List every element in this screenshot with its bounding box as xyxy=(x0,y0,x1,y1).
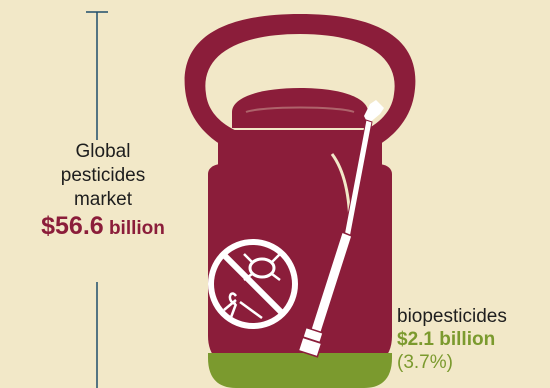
biopesticides-share: (3.7%) xyxy=(397,352,453,373)
sprayer-wand-icon xyxy=(297,100,384,358)
biopesticides-unit: billion xyxy=(439,329,496,350)
biopesticides-fill xyxy=(208,353,392,388)
market-total-amount: $56.6 xyxy=(41,212,104,240)
market-total-unit: billion xyxy=(108,218,165,239)
biopesticides-amount: $2.1 xyxy=(397,329,434,350)
biopesticides-label: biopesticides $2.1 billion (3.7%) xyxy=(397,305,547,374)
no-bugs-icon xyxy=(208,239,298,329)
market-total-value: $56.6 billion xyxy=(28,214,178,241)
pesticide-canister-icon xyxy=(208,88,392,388)
global-market-label: Global pesticides market $56.6 billion xyxy=(28,140,178,241)
market-size-bracket xyxy=(86,11,108,388)
biopesticides-value: $2.1 billion xyxy=(397,328,547,351)
market-label-line-2: pesticides xyxy=(60,165,146,186)
biopesticides-name: biopesticides xyxy=(397,306,507,327)
market-label-line-1: Global xyxy=(75,141,131,162)
market-label-line-3: market xyxy=(73,189,133,210)
